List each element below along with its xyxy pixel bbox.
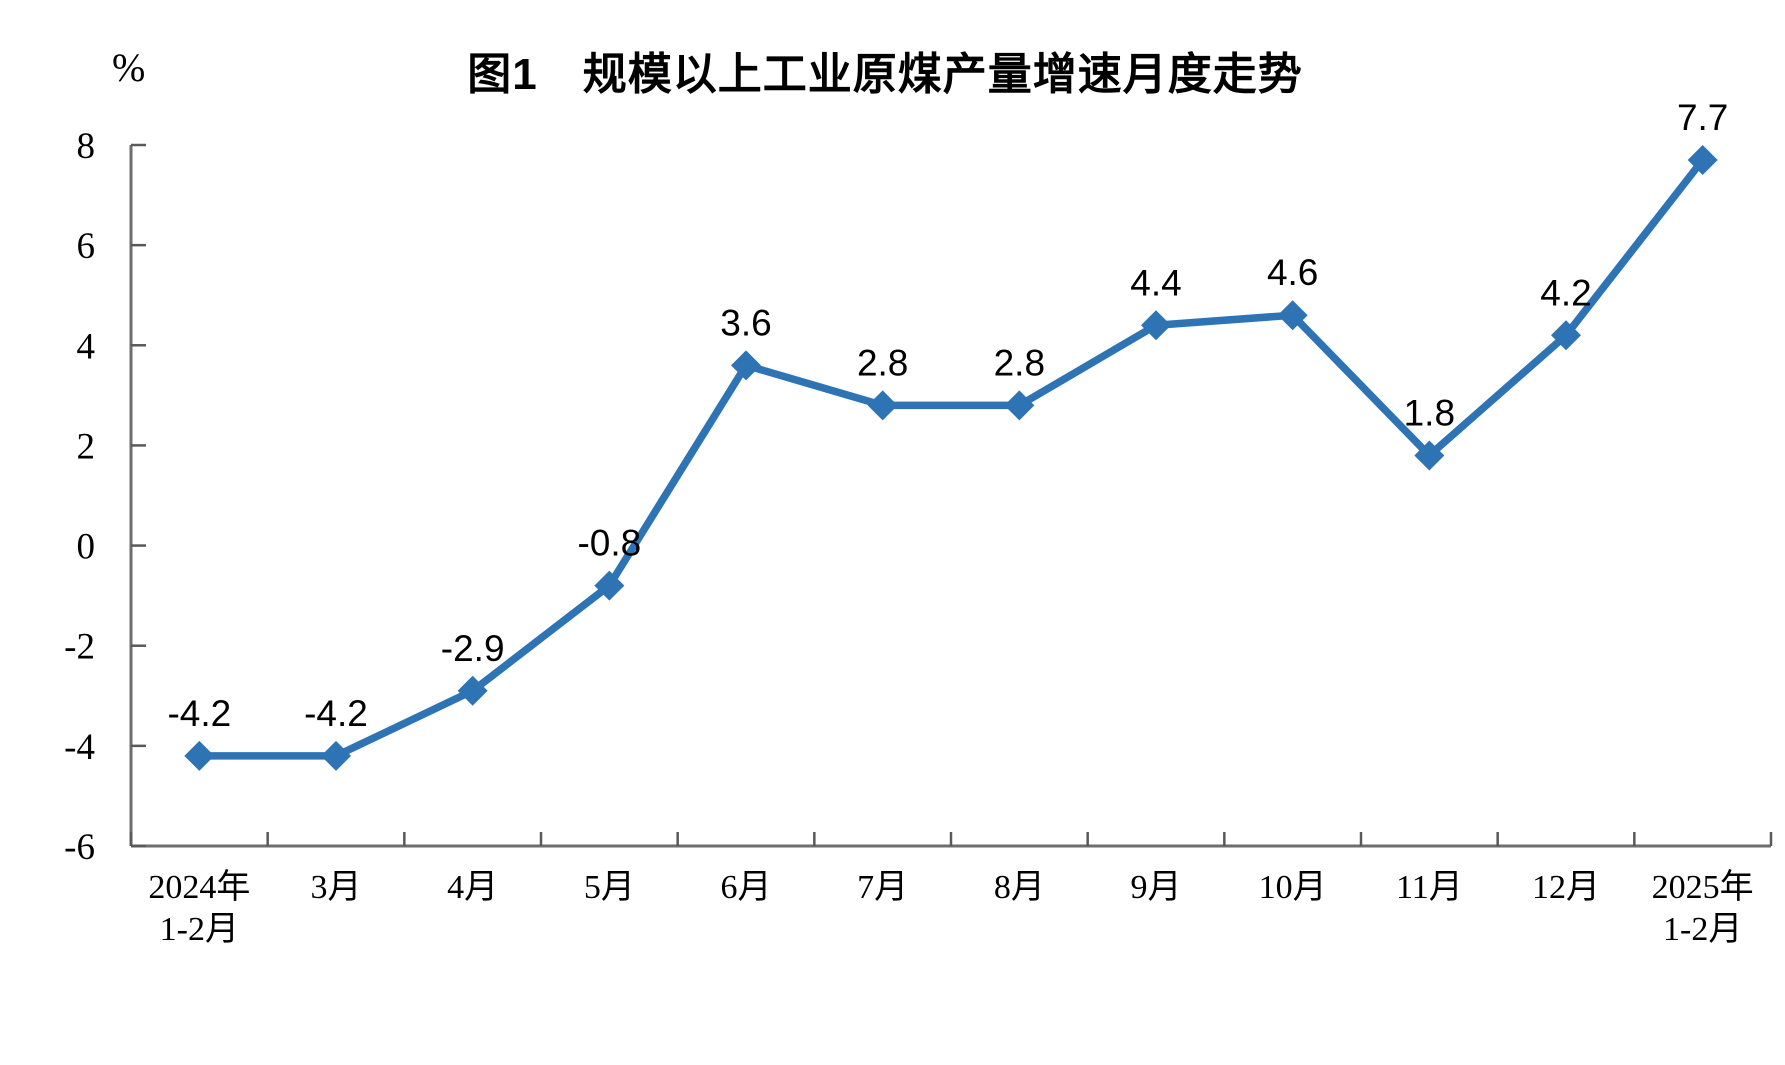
- data-label: 3.6: [720, 302, 771, 343]
- data-label: 2.8: [994, 342, 1045, 383]
- x-tick-label: 12月: [1532, 869, 1600, 906]
- x-tick-label: 4月: [447, 869, 498, 906]
- data-label: 4.4: [1130, 262, 1181, 303]
- y-axis-unit-label: %: [112, 45, 146, 90]
- data-point-marker: [457, 675, 488, 706]
- y-tick-label: 6: [77, 226, 96, 267]
- series-line: [195, 156, 1707, 760]
- data-point-marker: [1414, 440, 1445, 471]
- x-tick-label: 11月: [1396, 869, 1463, 906]
- x-tick-label: 5月: [584, 869, 635, 906]
- data-point-marker: [1141, 310, 1171, 341]
- x-tick-label: 1-2月: [1663, 911, 1742, 948]
- data-label: 7.7: [1677, 97, 1728, 138]
- data-label: 4.2: [1540, 272, 1591, 313]
- x-tick-label: 1-2月: [160, 911, 239, 948]
- x-tick-label: 9月: [1131, 869, 1182, 906]
- data-point-marker: [1277, 300, 1308, 331]
- data-label: 1.8: [1404, 392, 1455, 433]
- chart-title: 图1 规模以上工业原煤产量增速月度走势: [467, 50, 1303, 99]
- data-point-marker: [321, 740, 351, 771]
- data-label: -4.2: [304, 693, 368, 734]
- y-tick-label: 0: [77, 527, 96, 568]
- y-tick-label: -2: [64, 627, 95, 668]
- x-tick-label: 10月: [1259, 869, 1327, 906]
- x-tick-label: 7月: [857, 869, 908, 906]
- y-tick-label: -6: [64, 827, 95, 868]
- x-tick-label: 2024年: [148, 868, 250, 906]
- data-label: 2.8: [857, 342, 908, 383]
- data-point-marker: [594, 570, 625, 601]
- data-point-marker: [731, 350, 761, 381]
- data-point-marker: [1551, 320, 1581, 351]
- y-tick-label: 8: [77, 126, 96, 167]
- x-tick-label: 3月: [311, 869, 362, 906]
- x-tick-label: 6月: [721, 869, 772, 906]
- data-label: 4.6: [1267, 252, 1318, 293]
- x-tick-label: 2025年: [1652, 868, 1754, 906]
- data-label: -2.9: [441, 628, 505, 669]
- y-tick-label: 4: [77, 326, 96, 367]
- y-tick-label: -4: [64, 727, 95, 768]
- y-tick-label: 2: [77, 426, 96, 467]
- x-tick-label: 8月: [994, 869, 1045, 906]
- data-label: -4.2: [167, 693, 231, 734]
- data-point-marker: [1687, 145, 1718, 176]
- data-point-marker: [184, 740, 215, 771]
- data-point-marker: [867, 390, 898, 421]
- data-label: -0.8: [577, 523, 641, 564]
- data-point-marker: [1004, 390, 1035, 421]
